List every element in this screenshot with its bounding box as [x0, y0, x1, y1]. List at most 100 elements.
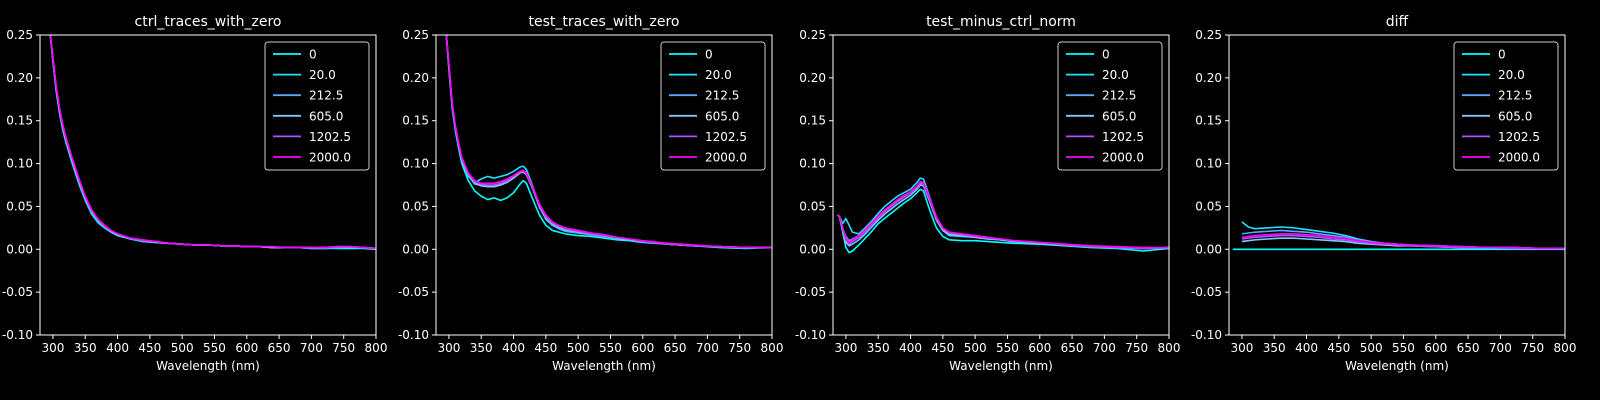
x-tick-label: 750: [728, 341, 751, 355]
chart-title: ctrl_traces_with_zero: [135, 14, 282, 30]
axes-frame: [435, 34, 773, 336]
legend: 0 20.0 212.5 605.0 1202.5 2000.0: [264, 41, 370, 171]
y-tick-label: 0.05: [1195, 199, 1222, 213]
y-tick-label: 0.10: [6, 157, 33, 171]
y-tick-label: 0.00: [402, 242, 429, 256]
y-tick-label: 0.10: [799, 157, 826, 171]
series-line-0: [836, 188, 1169, 254]
chart-title: test_traces_with_zero: [529, 14, 680, 30]
chart-panel-3: 300 350 400 450 500 550 600 650 700 750 800 -0.10 -0…: [1191, 14, 1577, 373]
x-tick-label: 300: [834, 341, 857, 355]
x-tick-label: 450: [1327, 341, 1350, 355]
y-tick-label: 0.00: [6, 242, 33, 256]
x-tick-label: 500: [1360, 341, 1383, 355]
legend-label: 1202.5: [1498, 130, 1540, 144]
x-axis-label: Wavelength (nm): [552, 359, 656, 373]
y-tick-label: 0.05: [6, 199, 33, 213]
y-tick-label: 0.15: [402, 114, 429, 128]
chart-panel-0: 300 350 400 450 500 550 600 650 700 750 800 -0.10 -0…: [2, 14, 388, 373]
x-tick-label: 550: [996, 341, 1019, 355]
chart-panel-1: 300 350 400 450 500 550 600 650 700 750 800 -0.10 -0…: [398, 14, 784, 373]
legend-label: 212.5: [1102, 89, 1136, 103]
x-tick-label: 550: [1392, 341, 1415, 355]
y-tick-label: 0.25: [799, 28, 826, 42]
x-tick-label: 400: [1295, 341, 1318, 355]
y-tick-label: -0.05: [795, 285, 826, 299]
x-tick-label: 800: [1554, 341, 1577, 355]
y-tick-label: 0.25: [1195, 28, 1222, 42]
legend-label: 2000.0: [1498, 151, 1540, 165]
y-tick-label: 0.20: [799, 71, 826, 85]
y-tick-label: 0.00: [799, 242, 826, 256]
legend-label: 2000.0: [1102, 151, 1144, 165]
x-tick-label: 600: [235, 341, 258, 355]
y-tick-label: 0.25: [6, 28, 33, 42]
chart-title: test_minus_ctrl_norm: [926, 14, 1076, 30]
y-tick-label: -0.10: [1191, 328, 1222, 342]
x-tick-label: 500: [171, 341, 194, 355]
x-tick-label: 800: [1158, 341, 1181, 355]
legend-label: 0: [1102, 48, 1110, 62]
x-tick-label: 700: [300, 341, 323, 355]
x-tick-label: 500: [567, 341, 590, 355]
x-axis-label: Wavelength (nm): [949, 359, 1053, 373]
x-tick-label: 650: [268, 341, 291, 355]
y-tick-label: -0.10: [795, 328, 826, 342]
y-tick-label: 0.15: [6, 114, 33, 128]
x-tick-label: 700: [696, 341, 719, 355]
legend-label: 212.5: [1498, 89, 1532, 103]
x-tick-label: 550: [203, 341, 226, 355]
legend-label: 212.5: [309, 89, 343, 103]
y-tick-label: 0.10: [402, 157, 429, 171]
y-tick-label: 0.25: [402, 28, 429, 42]
x-tick-label: 450: [931, 341, 954, 355]
series-line-2000.0: [836, 180, 1169, 249]
y-tick-label: 0.05: [799, 199, 826, 213]
legend-label: 1202.5: [705, 130, 747, 144]
legend: 0 20.0 212.5 605.0 1202.5 2000.0: [1057, 41, 1163, 171]
y-tick-label: 0.20: [6, 71, 33, 85]
x-tick-label: 650: [1061, 341, 1084, 355]
series-line-2000.0: [49, 35, 376, 250]
y-tick-label: 0.20: [1195, 71, 1222, 85]
x-tick-label: 550: [599, 341, 622, 355]
x-tick-label: 400: [502, 341, 525, 355]
x-tick-label: 350: [74, 341, 97, 355]
x-tick-label: 600: [631, 341, 654, 355]
legend-label: 605.0: [1102, 109, 1136, 123]
x-tick-label: 700: [1093, 341, 1116, 355]
legend-label: 2000.0: [705, 151, 747, 165]
legend-label: 1202.5: [1102, 130, 1144, 144]
x-axis-label: Wavelength (nm): [1345, 359, 1449, 373]
y-tick-label: -0.10: [398, 328, 429, 342]
y-tick-label: 0.20: [402, 71, 429, 85]
y-tick-label: 0.00: [1195, 242, 1222, 256]
y-tick-label: 0.15: [1195, 114, 1222, 128]
series-line-2000.0: [445, 35, 772, 249]
x-tick-label: 600: [1424, 341, 1447, 355]
x-tick-label: 750: [1521, 341, 1544, 355]
x-tick-label: 750: [332, 341, 355, 355]
x-tick-label: 500: [964, 341, 987, 355]
x-tick-label: 350: [470, 341, 493, 355]
legend-label: 605.0: [1498, 109, 1532, 123]
legend-label: 0: [705, 48, 713, 62]
x-tick-label: 800: [761, 341, 784, 355]
legend-label: 20.0: [1102, 68, 1129, 82]
x-tick-label: 350: [867, 341, 890, 355]
y-tick-label: -0.05: [2, 285, 33, 299]
series-line-2000.0: [1241, 233, 1565, 250]
y-tick-label: -0.10: [2, 328, 33, 342]
chart-title: diff: [1386, 14, 1409, 30]
y-tick-label: -0.05: [1191, 285, 1222, 299]
x-tick-label: 750: [1125, 341, 1148, 355]
x-tick-label: 450: [534, 341, 557, 355]
x-tick-label: 300: [437, 341, 460, 355]
x-axis-label: Wavelength (nm): [156, 359, 260, 373]
axes-frame: [39, 34, 377, 336]
legend-label: 20.0: [705, 68, 732, 82]
x-tick-label: 600: [1028, 341, 1051, 355]
chart-panel-2: 300 350 400 450 500 550 600 650 700 750 800 -0.10 -0…: [795, 14, 1181, 373]
x-tick-label: 300: [41, 341, 64, 355]
